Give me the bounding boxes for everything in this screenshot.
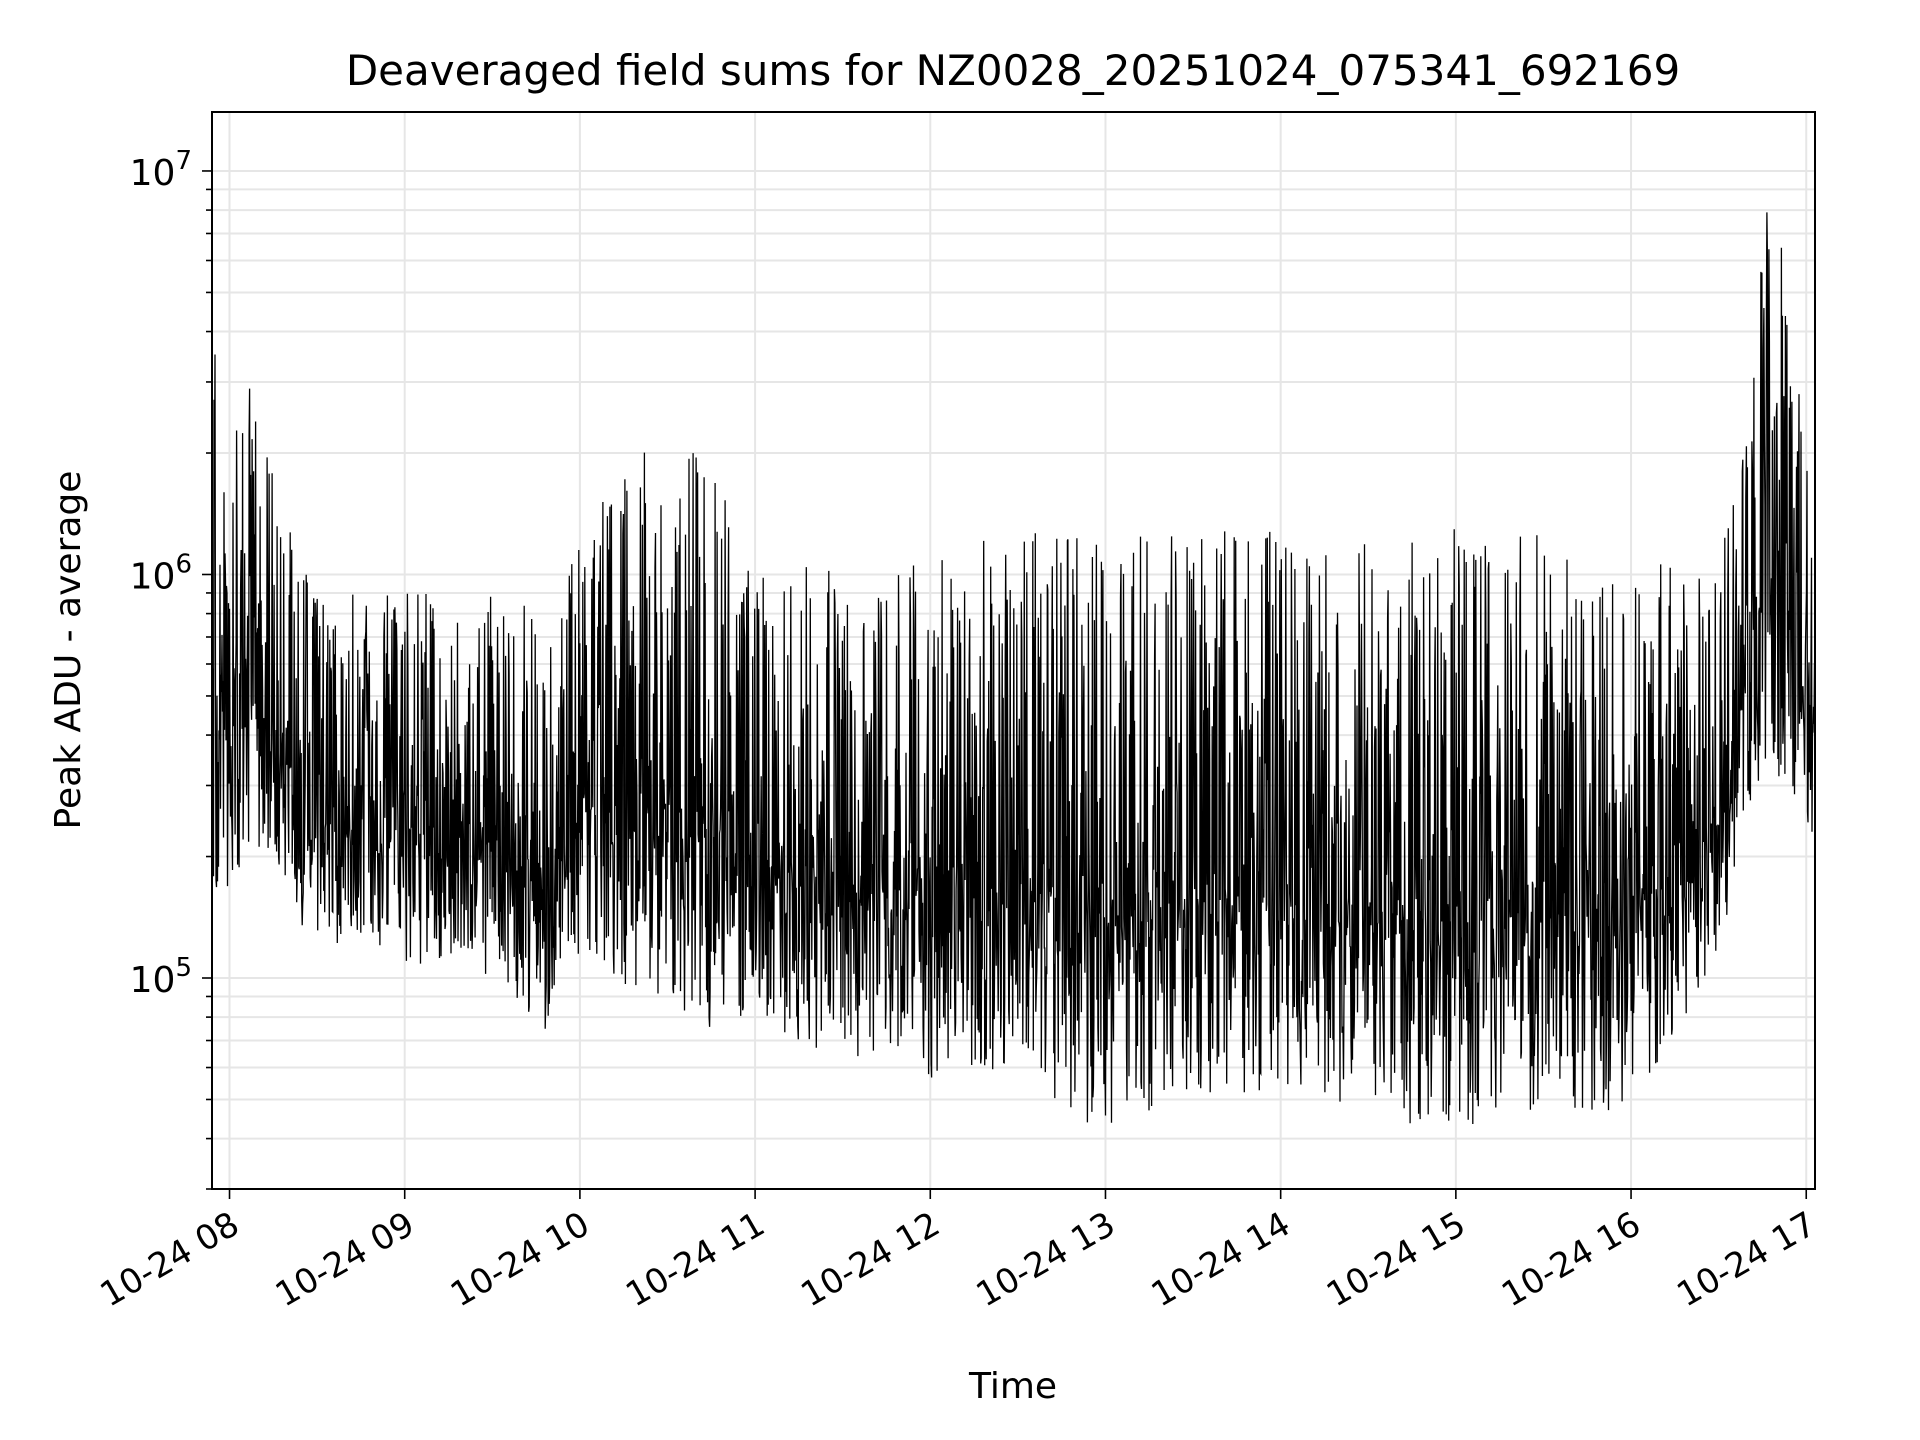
y-tick-label-base: 10 <box>130 556 176 597</box>
y-axis-label: Peak ADU - average <box>48 471 89 830</box>
y-tick-label-exponent: 6 <box>175 549 192 579</box>
chart-title: Deaveraged field sums for NZ0028_2025102… <box>346 46 1680 95</box>
y-tick-label: 105 <box>130 953 192 1001</box>
y-tick-label-base: 10 <box>130 153 176 194</box>
y-tick-label: 106 <box>130 549 192 597</box>
y-tick-label: 107 <box>130 146 192 194</box>
series-layer <box>212 212 1815 1125</box>
plot-frame <box>211 111 1816 1190</box>
y-tick-label-exponent: 7 <box>175 146 192 176</box>
y-tick-label-exponent: 5 <box>175 953 192 983</box>
series-line-peak-adu <box>212 212 1815 1125</box>
x-axis-label: Time <box>968 1366 1057 1407</box>
y-tick-label-base: 10 <box>130 960 176 1001</box>
